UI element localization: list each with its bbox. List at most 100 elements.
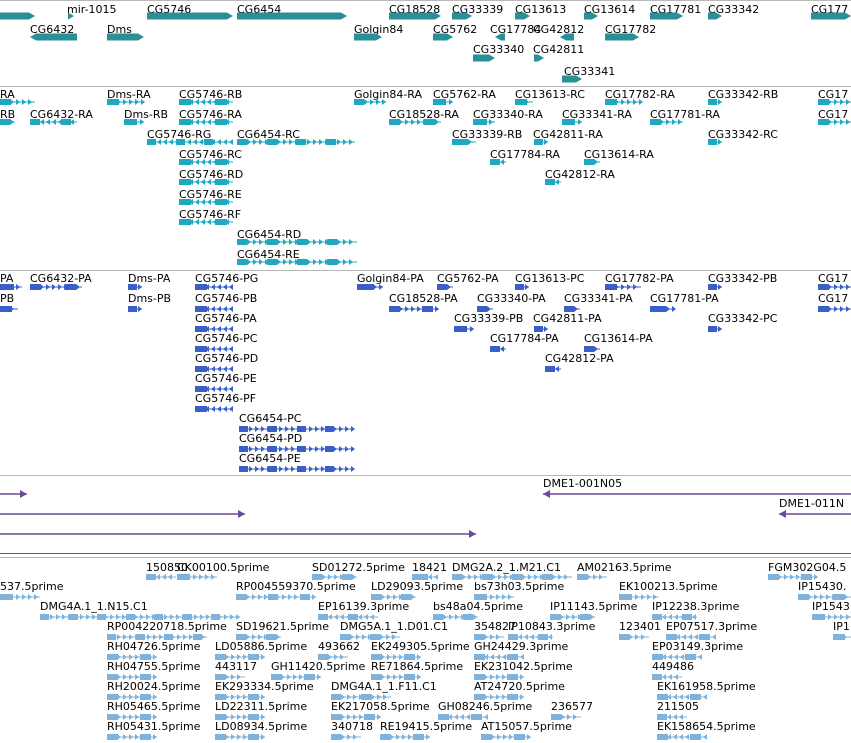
feature-glyph[interactable] [271,672,323,682]
feature-label[interactable]: 443117 [215,660,257,673]
feature-label[interactable]: DMG4A.1_1.F11.C1 [331,680,437,693]
feature-glyph[interactable] [562,117,584,127]
feature-glyph[interactable] [371,672,423,682]
feature-glyph[interactable] [452,572,574,582]
feature-glyph[interactable] [179,157,235,167]
feature-label[interactable]: AT15057.5prime [481,720,572,733]
feature-glyph[interactable] [818,117,851,127]
feature-glyph[interactable] [195,304,235,314]
feature-label[interactable]: RH05431.5prime [107,720,201,733]
feature-label[interactable]: CG13614-RA [584,148,654,161]
feature-label[interactable]: Golgin84-PA [357,272,424,285]
feature-label[interactable]: PB [0,292,15,305]
feature-glyph[interactable] [312,572,359,582]
feature-glyph[interactable] [371,592,418,602]
feature-label[interactable]: CG5762-RA [433,88,496,101]
feature-label[interactable]: bs48a04.5prime [433,600,523,613]
feature-label[interactable]: CG17784-PA [490,332,559,345]
feature-label[interactable]: CG17782 [605,23,657,36]
feature-glyph[interactable] [564,304,582,314]
feature-label[interactable]: 340718 [331,720,373,733]
feature-label[interactable]: CG33341-PA [564,292,633,305]
feature-label[interactable]: RH04755.5prime [107,660,201,673]
feature-glyph[interactable] [107,732,159,742]
feature-glyph[interactable] [818,282,851,292]
feature-glyph[interactable] [708,11,724,21]
feature-label[interactable]: Golgin84-RA [354,88,423,101]
feature-glyph[interactable] [474,692,526,702]
feature-label[interactable]: RH05465.5prime [107,700,201,713]
feature-glyph[interactable] [0,304,20,314]
feature-label[interactable]: CG33341 [564,65,616,78]
feature-label[interactable]: CG5746-RB [179,88,243,101]
feature-label[interactable]: mir-1015 [67,3,117,16]
feature-label[interactable]: CG42812-PA [545,352,614,365]
feature-glyph[interactable] [0,529,478,539]
feature-glyph[interactable] [477,304,495,314]
feature-glyph[interactable] [818,97,851,107]
feature-label[interactable]: CG17784-RA [490,148,560,161]
feature-label[interactable]: CG42811-PA [533,312,602,325]
feature-glyph[interactable] [195,282,235,292]
feature-label[interactable]: FGM302G04.5 [768,561,847,574]
feature-glyph[interactable] [433,32,455,42]
feature-glyph[interactable] [474,652,526,662]
feature-label[interactable]: RA [0,88,15,101]
feature-glyph[interactable] [128,304,144,314]
feature-glyph[interactable] [708,324,724,334]
feature-label[interactable]: Golgin84 [354,23,404,36]
feature-label[interactable]: CG5746-PA [195,312,257,325]
feature-label[interactable]: GH11420.5prime [271,660,366,673]
feature-glyph[interactable] [215,672,247,682]
feature-label[interactable]: Dms-PA [128,272,171,285]
feature-label[interactable]: DME1-001N05 [543,477,623,490]
feature-glyph[interactable] [179,197,235,207]
feature-label[interactable]: EK161958.5prime [657,680,756,693]
feature-label[interactable]: CG17 [818,292,849,305]
feature-label[interactable]: CG6432 [30,23,75,36]
feature-glyph[interactable] [195,404,235,414]
feature-label[interactable]: CG5746-PE [195,372,257,385]
feature-label[interactable]: RH20024.5prime [107,680,201,693]
feature-glyph[interactable] [236,632,283,642]
feature-glyph[interactable] [433,612,480,622]
feature-label[interactable]: CG33342-PC [708,312,778,325]
feature-label[interactable]: CG13614 [584,3,636,16]
feature-glyph[interactable] [107,712,159,722]
feature-glyph[interactable] [0,97,37,107]
feature-label[interactable]: CG33340-RA [473,108,543,121]
feature-label[interactable]: CG5746-RC [179,148,242,161]
feature-glyph[interactable] [318,612,380,622]
feature-label[interactable]: CG33339-RB [452,128,523,141]
feature-glyph[interactable] [237,11,349,21]
feature-glyph[interactable] [473,53,497,63]
feature-glyph[interactable] [239,444,356,454]
feature-glyph[interactable] [239,424,356,434]
feature-glyph[interactable] [650,117,685,127]
feature-label[interactable]: 123401 [619,620,661,633]
feature-label[interactable]: AM02163.5prime [577,561,672,574]
feature-label[interactable]: CG18528-RA [389,108,459,121]
feature-glyph[interactable] [833,632,851,642]
feature-glyph[interactable] [657,732,709,742]
feature-label[interactable]: RE19415.5prime [380,720,473,733]
feature-glyph[interactable] [605,32,641,42]
feature-glyph[interactable] [195,344,235,354]
feature-glyph[interactable] [0,592,42,602]
feature-label[interactable]: Dms [107,23,132,36]
feature-glyph[interactable] [437,282,455,292]
feature-label[interactable]: CG5746-RF [179,208,242,221]
feature-glyph[interactable] [452,11,474,21]
feature-glyph[interactable] [237,237,359,247]
feature-glyph[interactable] [215,692,267,702]
feature-label[interactable]: CG5762 [433,23,478,36]
feature-glyph[interactable] [0,509,247,519]
feature-label[interactable]: CG33342-RB [708,88,779,101]
feature-glyph[interactable] [331,712,383,722]
feature-glyph[interactable] [545,177,563,187]
feature-glyph[interactable] [560,32,576,42]
feature-label[interactable]: CG13613 [515,3,567,16]
feature-label[interactable]: CG33340-PA [477,292,546,305]
feature-glyph[interactable] [657,692,709,702]
feature-label[interactable]: LD08934.5prime [215,720,308,733]
